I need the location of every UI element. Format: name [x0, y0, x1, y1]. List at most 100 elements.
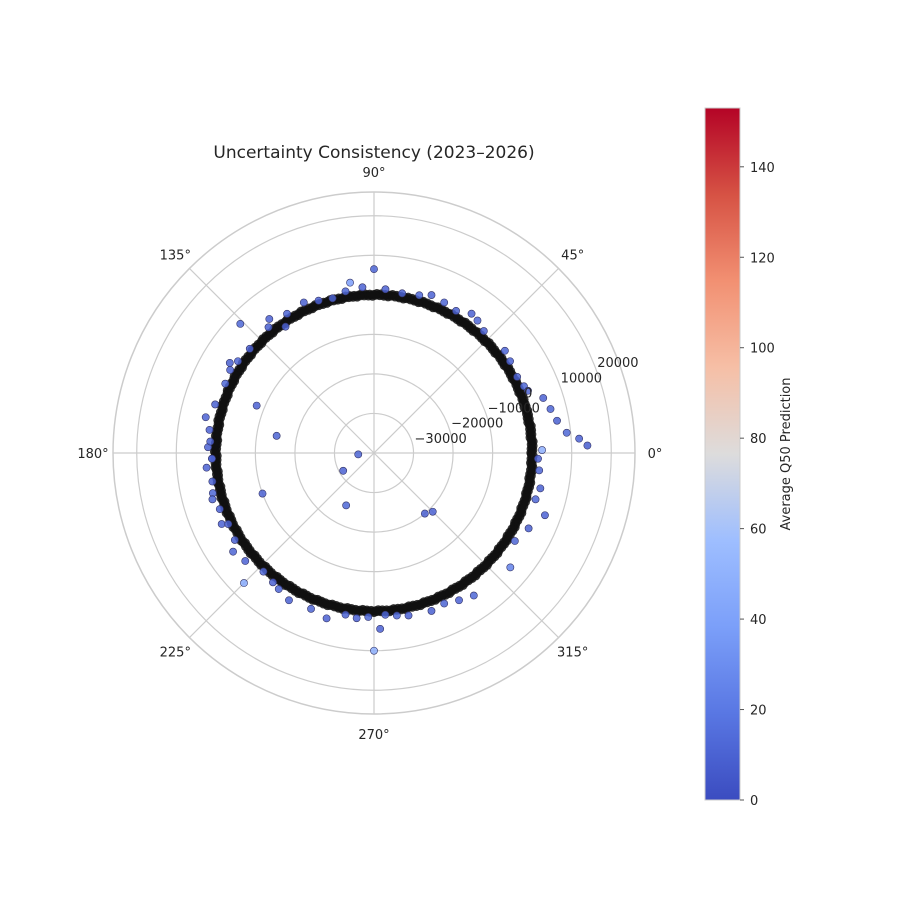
- scatter-point: [546, 405, 555, 413]
- angular-gridline-7: [373, 452, 559, 638]
- scatter-point: [259, 567, 268, 576]
- scatter-point: [221, 379, 230, 388]
- scatter-point: [440, 298, 449, 307]
- scatter-point: [274, 585, 283, 593]
- scatter-point: [328, 294, 337, 303]
- theta-tick-label: 0°: [648, 447, 663, 462]
- scatter-point: [354, 450, 363, 459]
- scatter-point: [541, 511, 549, 520]
- scatter-point: [452, 306, 460, 315]
- scatter-point: [575, 434, 584, 443]
- scatter-point: [339, 466, 348, 475]
- scatter-point: [506, 563, 515, 572]
- scatter-point: [236, 319, 245, 328]
- scatter-point: [358, 283, 367, 292]
- scatter-point: [455, 596, 463, 605]
- theta-tick-label: 225°: [160, 646, 191, 661]
- theta-tick-label: 135°: [160, 248, 191, 263]
- scatter-point: [285, 596, 293, 605]
- scatter-point: [428, 507, 437, 516]
- scatter-point: [201, 413, 210, 422]
- scatter-point: [381, 285, 390, 294]
- scatter-point: [202, 463, 211, 472]
- scatter-point: [215, 505, 224, 514]
- scatter-point: [245, 344, 254, 353]
- scatter-point: [229, 547, 237, 556]
- scatter-point: [346, 278, 354, 287]
- dense-ring-point: [526, 450, 536, 459]
- scatter-point: [322, 614, 331, 623]
- scatter-point: [469, 591, 478, 600]
- scatter-point: [506, 357, 514, 366]
- colorbar-label: Average Q50 Prediction: [779, 377, 794, 530]
- scatter-point: [341, 610, 350, 619]
- scatter-point: [404, 611, 413, 620]
- colorbar-tick-label: 140: [750, 161, 775, 176]
- scatter-point: [467, 309, 476, 318]
- scatter-point: [208, 454, 216, 463]
- scatter-point: [225, 358, 234, 367]
- scatter-point: [281, 322, 290, 331]
- scatter-point: [299, 298, 308, 307]
- angular-gridline-3: [189, 268, 375, 454]
- scatter-point: [553, 416, 561, 425]
- radial-tick-label: −20000: [451, 417, 503, 432]
- scatter-point: [376, 624, 385, 633]
- scatter-point: [427, 291, 436, 299]
- scatter-point: [230, 536, 239, 544]
- colorbar-ticks: 0 20 40 60 80 100 120 140: [740, 161, 775, 809]
- radial-tick-label: −30000: [415, 432, 467, 447]
- scatter-point: [272, 431, 281, 440]
- scatter-point: [370, 265, 378, 274]
- theta-tick-label: 315°: [557, 646, 588, 661]
- radial-tick-label: 20000: [597, 356, 638, 371]
- theta-tick-label: 180°: [77, 447, 108, 462]
- scatter-point: [269, 578, 277, 587]
- scatter-point: [535, 466, 544, 475]
- colorbar-gradient: [704, 107, 741, 801]
- scatter-point: [539, 394, 548, 402]
- scatter-point: [427, 607, 436, 615]
- scatter-point: [211, 400, 220, 409]
- scatter-point: [398, 289, 407, 298]
- theta-tick-label: 45°: [561, 248, 584, 263]
- colorbar-tick-label: 60: [750, 523, 767, 538]
- scatter-point: [352, 614, 361, 623]
- scatter-point: [536, 484, 545, 493]
- theta-tick-label: 90°: [362, 166, 385, 181]
- scatter-point: [314, 296, 323, 305]
- colorbar-tick-label: 100: [750, 342, 775, 357]
- scatter-point: [224, 520, 233, 528]
- scatter-point: [264, 323, 273, 332]
- scatter-point: [415, 291, 424, 300]
- colorbar: 0 20 40 60 80 100 120 140 Average Q50 Predictio…: [704, 107, 794, 809]
- scatter-point: [534, 454, 542, 463]
- theta-tick-labels: 0° 45° 90° 135° 180° 225° 270° 315°: [77, 166, 662, 743]
- scatter-point: [370, 646, 378, 655]
- theta-tick-label: 270°: [358, 728, 389, 743]
- scatter-point: [420, 509, 429, 518]
- scatter-point: [265, 315, 274, 323]
- scatter-point: [342, 501, 351, 510]
- scatter-point: [252, 401, 261, 410]
- scatter-point: [392, 611, 401, 620]
- scatter-point: [206, 437, 215, 446]
- colorbar-tick-label: 40: [750, 613, 767, 628]
- scatter-point: [479, 327, 488, 335]
- scatter-point: [381, 610, 390, 619]
- colorbar-tick-label: 80: [750, 432, 767, 447]
- scatter-point: [241, 557, 250, 565]
- scatter-point: [341, 287, 350, 296]
- scatter-point: [440, 599, 449, 608]
- scatter-points: [201, 265, 592, 655]
- colorbar-tick-label: 120: [750, 251, 775, 266]
- scatter-point: [283, 309, 291, 318]
- scatter-point: [205, 425, 214, 434]
- scatter-point: [208, 495, 217, 504]
- scatter-point: [531, 495, 540, 504]
- scatter-point: [240, 579, 248, 587]
- scatter-point: [538, 446, 546, 454]
- scatter-point: [473, 316, 482, 325]
